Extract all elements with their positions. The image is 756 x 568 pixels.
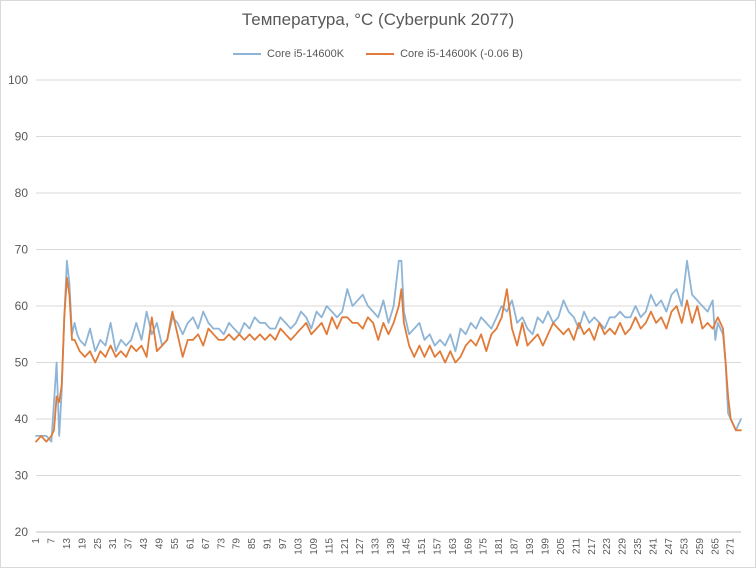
y-tick-label-90: 90 xyxy=(15,130,29,144)
y-tick-label-100: 100 xyxy=(8,73,28,87)
x-tick-label-85: 85 xyxy=(247,538,258,550)
x-tick-label-157: 157 xyxy=(432,538,443,555)
chart-title: Температура, °C (Cyberpunk 2077) xyxy=(241,10,515,29)
x-tick-label-1: 1 xyxy=(31,538,42,544)
legend-swatch-series-1 xyxy=(233,53,262,55)
x-tick-label-199: 199 xyxy=(540,538,551,555)
y-tick-label-40: 40 xyxy=(15,412,29,426)
legend-item-series-2: Core i5-14600K (-0.06 В) xyxy=(366,48,523,60)
y-tick-label-70: 70 xyxy=(15,243,29,257)
y-axis-ticks: 20 30 40 50 60 70 80 90 100 xyxy=(8,73,28,539)
x-tick-label-97: 97 xyxy=(278,538,289,550)
y-tick-label-80: 80 xyxy=(15,186,29,200)
gridlines xyxy=(36,79,741,533)
x-tick-label-223: 223 xyxy=(602,538,613,555)
x-tick-label-175: 175 xyxy=(479,538,490,555)
x-tick-label-211: 211 xyxy=(571,538,582,554)
x-tick-label-235: 235 xyxy=(633,538,644,555)
x-tick-label-265: 265 xyxy=(710,538,721,555)
x-tick-label-145: 145 xyxy=(402,538,413,555)
x-tick-label-133: 133 xyxy=(371,538,382,555)
x-tick-label-109: 109 xyxy=(309,538,320,555)
x-tick-label-181: 181 xyxy=(494,538,505,555)
x-tick-label-61: 61 xyxy=(185,538,196,550)
x-tick-label-139: 139 xyxy=(386,538,397,555)
series-line-2 xyxy=(35,276,742,443)
x-tick-label-205: 205 xyxy=(556,538,567,555)
legend-label-series-1: Core i5-14600K xyxy=(267,48,345,60)
y-tick-label-20: 20 xyxy=(15,525,29,539)
x-tick-label-37: 37 xyxy=(124,538,135,550)
x-tick-label-229: 229 xyxy=(618,538,629,555)
x-tick-label-253: 253 xyxy=(679,538,690,555)
x-tick-label-259: 259 xyxy=(695,538,706,555)
x-tick-label-127: 127 xyxy=(355,538,366,555)
x-tick-label-193: 193 xyxy=(525,538,536,555)
x-tick-label-103: 103 xyxy=(293,538,304,555)
x-tick-label-67: 67 xyxy=(201,538,212,550)
x-tick-label-79: 79 xyxy=(232,538,243,550)
y-tick-label-30: 30 xyxy=(15,469,29,483)
x-tick-label-19: 19 xyxy=(77,538,88,550)
x-tick-label-55: 55 xyxy=(170,538,181,550)
series-lines xyxy=(35,259,742,443)
x-tick-label-25: 25 xyxy=(93,538,104,550)
x-tick-label-115: 115 xyxy=(324,538,335,554)
x-tick-label-43: 43 xyxy=(139,538,150,550)
x-axis-ticks: 1 7 13 19 25 31 37 43 49 55 61 67 73 79 85 91 97 103 109 11… xyxy=(31,538,737,555)
y-tick-label-50: 50 xyxy=(15,356,29,370)
x-tick-label-247: 247 xyxy=(664,538,675,555)
y-tick-label-60: 60 xyxy=(15,299,29,313)
x-tick-label-163: 163 xyxy=(448,538,459,555)
x-tick-label-91: 91 xyxy=(263,538,274,550)
x-tick-label-13: 13 xyxy=(62,538,73,550)
x-tick-label-73: 73 xyxy=(216,538,227,550)
x-tick-label-169: 169 xyxy=(463,538,474,555)
x-tick-label-49: 49 xyxy=(155,538,166,550)
series-line-1 xyxy=(35,259,742,443)
x-tick-label-187: 187 xyxy=(510,538,521,555)
legend-label-series-2: Core i5-14600K (-0.06 В) xyxy=(400,48,523,60)
legend-swatch-series-2 xyxy=(366,53,395,55)
x-tick-label-151: 151 xyxy=(417,538,428,555)
x-tick-label-241: 241 xyxy=(649,538,660,555)
chart-legend: Core i5-14600K Core i5-14600K (-0.06 В) xyxy=(0,48,756,60)
x-tick-label-271: 271 xyxy=(726,538,737,555)
x-tick-label-121: 121 xyxy=(340,538,351,555)
legend-item-series-1: Core i5-14600K xyxy=(233,48,344,60)
x-tick-label-7: 7 xyxy=(46,538,57,544)
x-tick-label-31: 31 xyxy=(108,538,119,550)
x-tick-label-217: 217 xyxy=(587,538,598,555)
